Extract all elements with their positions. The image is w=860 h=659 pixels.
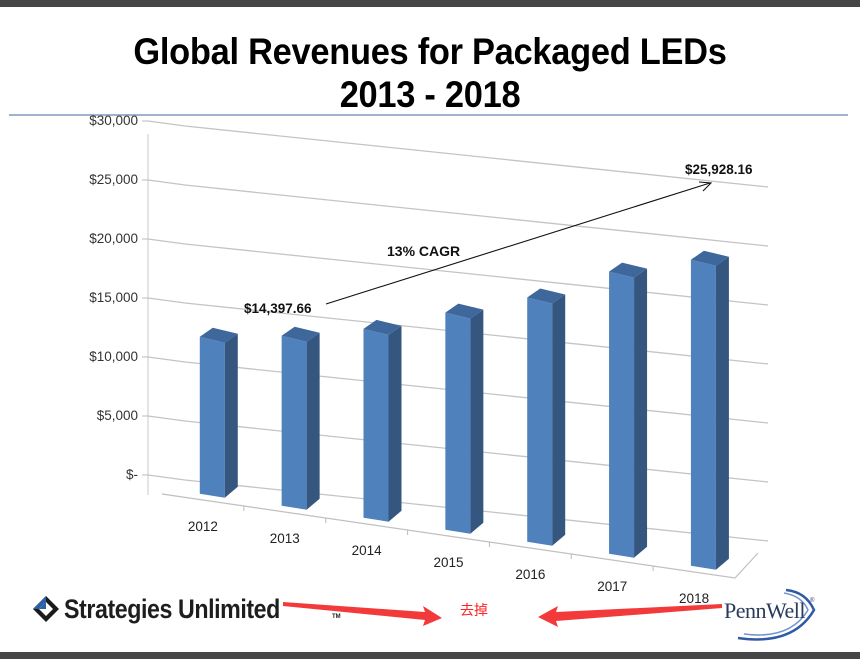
- bar-2013: [281, 326, 320, 510]
- gridline: [147, 238, 769, 306]
- x-tick-label: 2013: [270, 531, 300, 546]
- bottom-border: [0, 652, 860, 659]
- gridline: [147, 474, 769, 542]
- bar-2018: [690, 250, 729, 570]
- x-tick-label: 2014: [352, 543, 383, 558]
- bar-side: [715, 256, 729, 570]
- x-tick-label: 2012: [188, 519, 218, 534]
- x-axis-labels: 2012 2013 2014 2015 2016 2017 2018: [188, 506, 709, 606]
- x-tick-label: 2018: [679, 591, 709, 606]
- cagr-arrow-line: [325, 182, 711, 305]
- x-tick-label: 2017: [597, 579, 627, 594]
- registered-mark: ®: [810, 598, 815, 604]
- swoosh-icon: [737, 588, 816, 641]
- bar-front: [363, 328, 389, 522]
- bar-top: [609, 262, 648, 278]
- cagr-label: 13% CAGR: [387, 243, 460, 259]
- floor-edge: [161, 493, 759, 579]
- bar-top: [445, 303, 484, 319]
- bar-side: [634, 268, 648, 558]
- bar-2014: [363, 319, 402, 522]
- x-tick-label: 2015: [433, 555, 463, 570]
- bar-side: [224, 333, 238, 498]
- bar-side: [552, 294, 566, 546]
- bar-2017: [609, 262, 648, 558]
- gridline: [147, 179, 769, 247]
- diamond-logo-icon: [32, 595, 60, 623]
- y-tick-label: $5,000: [97, 408, 138, 423]
- bar-2012: [199, 327, 238, 498]
- cagr-arrowhead: [698, 181, 713, 192]
- y-tick-label: $-: [126, 467, 138, 482]
- strategies-unlimited-text: Strategies Unlimited: [64, 593, 280, 624]
- trademark-mark: TM: [332, 614, 341, 620]
- title-line-1: Global Revenues for Packaged LEDs: [133, 31, 727, 72]
- x-tick-label: 2016: [515, 567, 545, 582]
- y-tick-label: $20,000: [89, 231, 138, 246]
- pennwell-logo: PennWell ®: [718, 588, 818, 642]
- y-tick-label: $30,000: [89, 113, 138, 128]
- pennwell-text: PennWell: [724, 598, 806, 623]
- bar-top: [527, 288, 566, 304]
- bar-front: [527, 297, 553, 546]
- start-value-label: $14,397.66: [244, 301, 312, 316]
- bar-side: [306, 332, 320, 510]
- bar-front: [199, 336, 225, 498]
- bar-front: [690, 259, 716, 570]
- remove-note: 去掉: [460, 603, 488, 619]
- strategies-unlimited-logo: Strategies Unlimited TM: [32, 592, 341, 626]
- y-axis: $- $5,000 $10,000 $15,000 $20,000 $25,000 $30,…: [89, 113, 149, 495]
- bar-front: [609, 271, 635, 558]
- title-divider: [9, 114, 848, 116]
- bar-2016: [527, 288, 566, 546]
- annotations: $14,397.66 $25,928.16 13% CAGR: [244, 162, 753, 316]
- bar-top: [281, 326, 320, 342]
- y-tick-label: $15,000: [89, 290, 138, 305]
- gridline: [147, 120, 769, 188]
- end-value-label: $25,928.16: [685, 162, 753, 177]
- bar-2015: [445, 303, 484, 534]
- bar-side: [470, 309, 484, 534]
- bars: [199, 250, 729, 570]
- title-line-2: 2013 - 2018: [339, 74, 521, 115]
- gridline: [147, 415, 769, 483]
- top-border: [0, 0, 860, 7]
- y-tick-label: $25,000: [89, 172, 138, 187]
- gridline: [147, 297, 769, 365]
- bar-side: [388, 325, 402, 522]
- bar-top: [690, 250, 729, 266]
- slide-title: Global Revenues for Packaged LEDs 2013 -…: [30, 30, 830, 116]
- gridline: [147, 356, 769, 424]
- bar-top: [199, 327, 238, 343]
- bar-front: [281, 335, 307, 510]
- bar-top: [363, 319, 402, 335]
- y-tick-label: $10,000: [89, 349, 138, 364]
- bar-front: [445, 312, 471, 534]
